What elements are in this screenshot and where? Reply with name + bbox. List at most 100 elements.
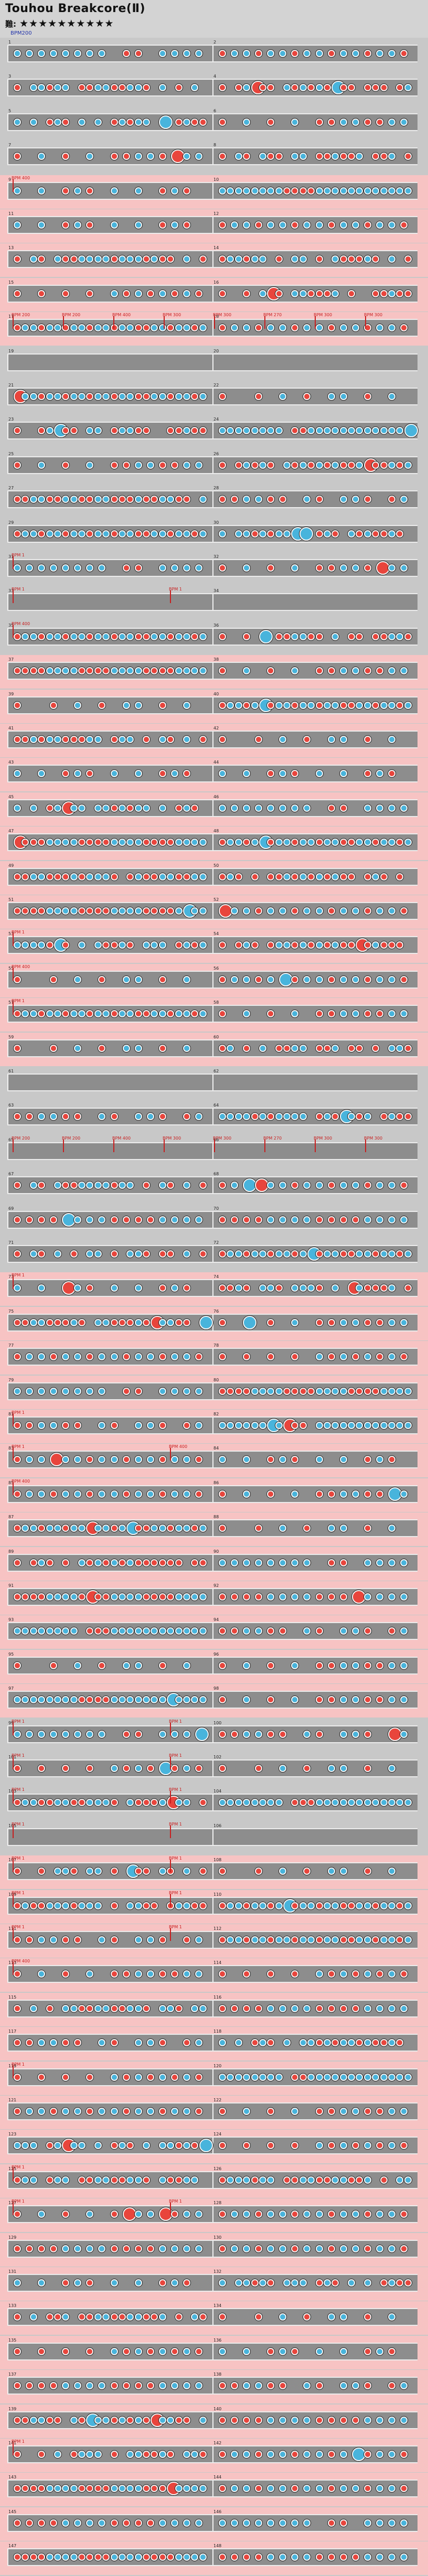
measure-number: 142 [213, 2441, 222, 2445]
ka-note [134, 1422, 142, 1429]
ka-note [339, 1661, 347, 1669]
don-note [356, 255, 363, 263]
don-note [255, 2553, 263, 2561]
don-note [376, 1696, 383, 1704]
ka-note [151, 255, 158, 263]
don-note [183, 770, 190, 778]
don-note [351, 1216, 359, 1223]
measure-number: 111 [8, 1926, 16, 1931]
ka-note [183, 1799, 190, 1807]
don-note [372, 530, 380, 538]
ka-note [291, 1559, 299, 1566]
ka-note [388, 1216, 395, 1223]
ka-note [323, 1113, 331, 1121]
bar-line [7, 1932, 8, 1948]
ka-note [29, 804, 37, 812]
measure-number: 59 [8, 1034, 14, 1039]
don-note [78, 1799, 85, 1807]
don-note [143, 324, 150, 332]
ka-note [259, 1113, 266, 1121]
measure-number: 29 [8, 520, 14, 525]
ka-note [339, 736, 347, 743]
don-note [363, 2108, 371, 2115]
don-note [327, 324, 335, 332]
don-note [74, 1936, 82, 1944]
don-note [122, 1216, 130, 1223]
ka-note [170, 1387, 178, 1395]
don-note [376, 1353, 383, 1361]
don-note [219, 1250, 226, 1258]
ka-note [183, 2108, 190, 2115]
don-note [14, 2108, 21, 2115]
ka-note [243, 2176, 251, 2184]
measure-number: 52 [213, 897, 219, 902]
tempo-change-label: BPM 200 [12, 313, 30, 318]
don-note [151, 1902, 158, 1909]
bar-line [212, 2240, 213, 2257]
bar-line [7, 1418, 8, 1433]
don-note [86, 667, 94, 675]
don-note [14, 1456, 21, 1464]
ka-note [388, 1250, 395, 1258]
don-note [400, 50, 408, 57]
don-note [243, 153, 251, 160]
tempo-change-label: BPM 400 [12, 964, 30, 969]
measure-number: 122 [213, 2098, 222, 2102]
ka-note [404, 2176, 412, 2184]
ka-note [143, 1696, 150, 1704]
ka-note [22, 1627, 29, 1635]
don-note [259, 84, 266, 92]
don-note [70, 1182, 78, 1189]
don-note [94, 839, 102, 846]
don-note [110, 427, 118, 435]
don-note [158, 701, 166, 709]
ka-note [78, 1182, 85, 1189]
ka-note [331, 461, 339, 469]
bar-line [212, 1623, 213, 1639]
ka-note [339, 1730, 347, 1738]
ka-note [299, 2176, 307, 2184]
bar-line [212, 937, 213, 953]
don-note [243, 2142, 251, 2150]
ka-note [183, 632, 190, 640]
tempo-change-label: BPM 270 [263, 1135, 282, 1141]
don-note [175, 496, 183, 503]
ka-note [231, 2245, 239, 2252]
don-note [175, 118, 183, 126]
don-note [348, 2176, 355, 2184]
don-note [38, 1010, 46, 1018]
ka-note [283, 1936, 291, 1944]
don-note [251, 2176, 259, 2184]
don-note [14, 1113, 21, 1121]
ka-note [46, 1696, 54, 1704]
measure-number: 83 [8, 1446, 14, 1451]
ka-note [54, 393, 61, 400]
ka-note [102, 873, 110, 881]
bar-line [212, 1040, 213, 1056]
ka-note [388, 118, 395, 126]
don-note [134, 1216, 142, 1223]
ka-note [175, 1902, 183, 1909]
ka-note [351, 1696, 359, 1704]
don-note [167, 1593, 175, 1601]
don-note [151, 2451, 158, 2458]
ka-note [400, 1490, 408, 1498]
don-note [315, 1627, 323, 1635]
ka-note [158, 84, 166, 92]
don-note [167, 632, 175, 640]
ka-note [134, 1627, 142, 1635]
don-note [46, 2142, 54, 2150]
tempo-change-marker [170, 1448, 171, 1461]
ka-note [46, 530, 54, 538]
ka-note [279, 2416, 287, 2424]
don-note [110, 1422, 118, 1429]
don-note [14, 1661, 21, 1669]
ka-note [26, 50, 34, 57]
ka-note [46, 427, 54, 435]
measure-number: 1 [8, 40, 12, 45]
ka-note [158, 530, 166, 538]
don-note [396, 289, 404, 297]
ka-note [183, 1250, 190, 1258]
measure-number: 137 [8, 2372, 17, 2377]
ka-note [86, 1730, 94, 1738]
